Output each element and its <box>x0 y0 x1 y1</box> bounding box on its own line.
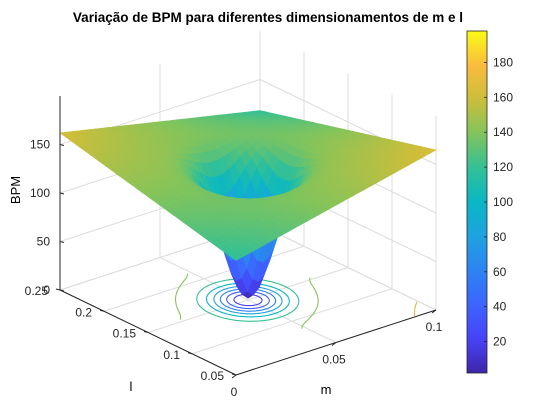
contour-line <box>413 301 418 317</box>
colorbar-tick-label: 120 <box>493 160 513 174</box>
chart-title: Variação de BPM para diferentes dimensio… <box>73 10 463 25</box>
z-tick-mark <box>59 241 65 243</box>
colorbar: 20 40 60 80 100 120 140 160 180 <box>466 30 513 374</box>
axis-lines <box>55 96 437 379</box>
x-tick-label: 0.05 <box>322 353 346 367</box>
y-tick-label: 0.1 <box>163 348 180 362</box>
grid-line-y <box>103 245 305 312</box>
z-tick-label: 150 <box>30 138 50 152</box>
colorbar-tick-label: 20 <box>493 335 507 349</box>
z-tick-mark <box>59 289 65 292</box>
contour-line <box>174 273 319 329</box>
contour-projection <box>174 273 418 329</box>
grid-line-y <box>191 288 393 355</box>
x-axis-label: m <box>321 382 332 397</box>
y-tick-label: 0.15 <box>113 327 137 341</box>
z-tick-mark <box>59 144 65 146</box>
z-tick-mark <box>59 192 65 195</box>
y-tick-label: 0.05 <box>201 369 225 383</box>
y-tick-mark <box>187 352 193 355</box>
y-tick-mark <box>99 309 105 312</box>
x-tick-mark <box>331 342 337 346</box>
y-tick-label: 0.2 <box>75 305 92 319</box>
colorbar-tick-label: 180 <box>493 55 513 69</box>
colorbar-tick-label: 100 <box>493 195 513 209</box>
grid-line-y <box>147 267 349 333</box>
colorbar-tick-label: 160 <box>493 90 513 104</box>
x-tick-mark <box>431 309 437 314</box>
z-axis-label: BPM <box>8 176 23 204</box>
z-tick-label: 100 <box>30 186 50 200</box>
colorbar-tick-label: 60 <box>493 265 507 279</box>
y-axis-label: l <box>130 379 133 394</box>
x-tick-label: 0.1 <box>426 320 443 334</box>
x-tick-mark <box>231 374 237 379</box>
y-tick-mark <box>231 373 237 376</box>
colorbar-tick-label: 40 <box>493 300 507 314</box>
z-tick-label: 50 <box>37 235 51 249</box>
surface-plot <box>59 110 437 299</box>
colorbar-tick-label: 80 <box>493 230 507 244</box>
y-tick-label: 0.25 <box>25 284 49 298</box>
y-tick-mark <box>143 331 149 333</box>
colorbar-tick-label: 140 <box>493 125 513 139</box>
surface-patch <box>230 253 243 261</box>
y-tick-mark <box>55 288 61 291</box>
colorbar-ticks: 20 40 60 80 100 120 140 160 180 <box>484 55 513 349</box>
x-tick-label: 0 <box>231 385 238 399</box>
z-tick-label: 0 <box>43 283 50 297</box>
grid-line-z <box>259 224 437 311</box>
